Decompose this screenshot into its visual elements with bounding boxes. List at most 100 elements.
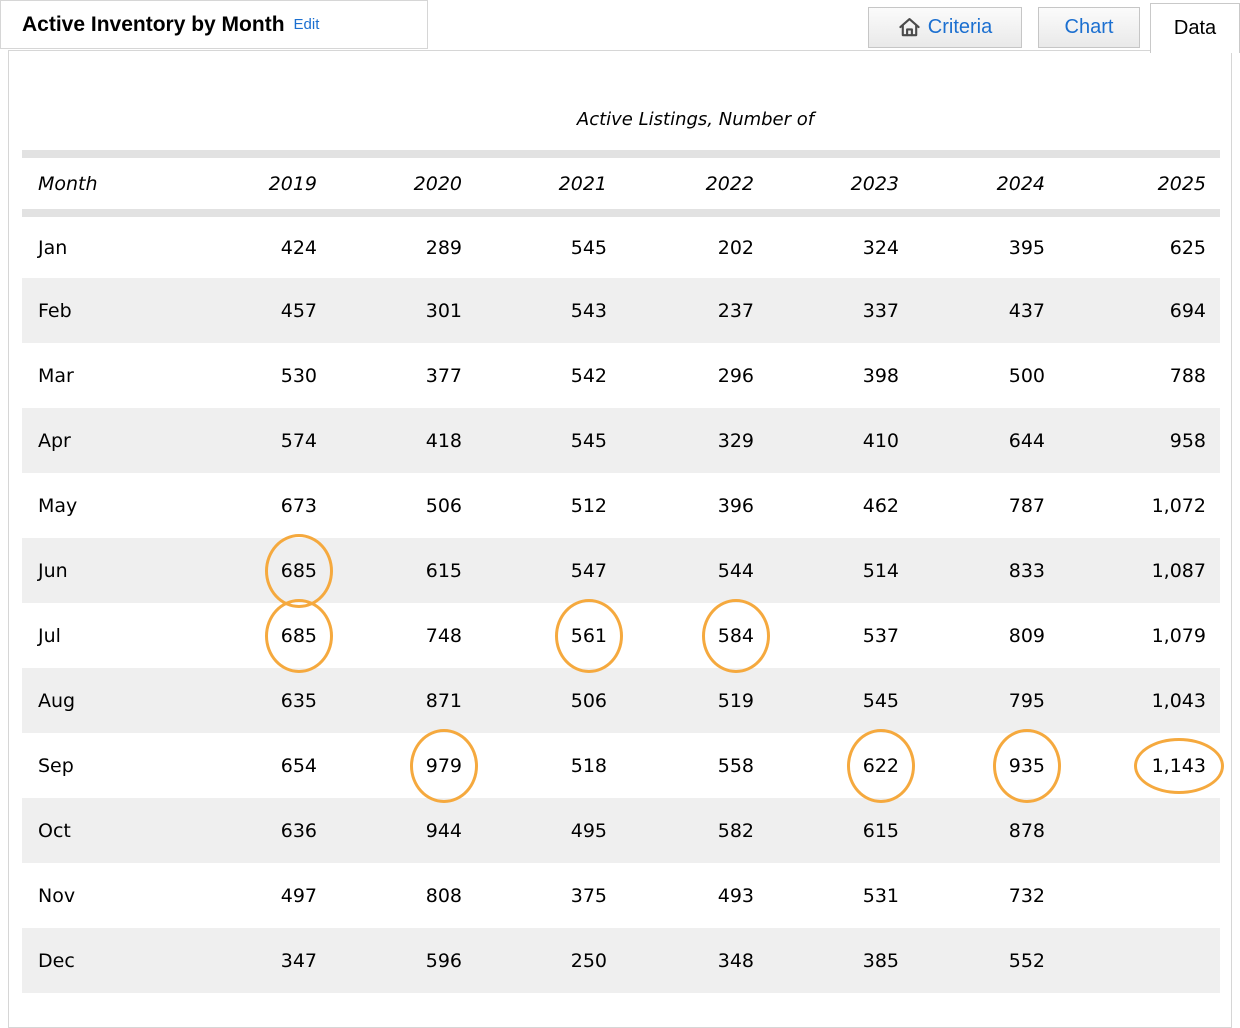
column-header-year: 2020: [413, 172, 462, 195]
value-cell: 615: [318, 538, 463, 603]
table-header-row: Month 2019 2020 2021 2022 2023 2024 2025: [22, 154, 1220, 213]
table-row: Sep 654 979 518 558 622 935 1,143: [22, 728, 1224, 803]
cell-value: 506: [570, 689, 607, 712]
tab-criteria-label: Criteria: [927, 16, 993, 38]
cell-value: 542: [570, 364, 607, 387]
value-cell: 500: [900, 343, 1046, 408]
value-cell: 506: [463, 668, 608, 733]
cell-value: 202: [717, 236, 754, 259]
data-panel: Active Listings, Number of Month 2019 2020…: [8, 50, 1232, 1028]
column-header-year: 2019: [268, 172, 317, 195]
cell-value: 296: [717, 364, 754, 387]
page-title: Active Inventory by Month: [22, 12, 285, 36]
table-row: Mar 530 377 542 296 398 500 788: [22, 343, 1220, 408]
month-label: Jun: [38, 559, 68, 582]
cell-value: 493: [717, 884, 754, 907]
cell-value: 519: [717, 689, 754, 712]
month-label: May: [38, 494, 78, 517]
value-cell: 385: [755, 928, 900, 993]
value-cell: 584: [608, 598, 770, 673]
cell-value: 596: [425, 949, 462, 972]
value-cell: 543: [463, 278, 608, 343]
tab-criteria[interactable]: Criteria: [868, 7, 1022, 48]
cell-value: 615: [862, 819, 899, 842]
cell-value: 547: [570, 559, 607, 582]
value-cell: 544: [608, 538, 755, 603]
column-header-year: 2025: [1157, 172, 1206, 195]
value-cell: 545: [463, 213, 608, 278]
cell-value: 561: [554, 598, 623, 673]
cell-value: 348: [717, 949, 754, 972]
month-label: Nov: [38, 884, 76, 907]
value-cell: 512: [463, 473, 608, 538]
value-cell: 1,072: [1046, 473, 1220, 538]
value-cell: [1046, 798, 1220, 863]
value-cell: 347: [173, 928, 318, 993]
cell-value: 809: [1008, 624, 1045, 647]
cell-value: 410: [862, 429, 899, 452]
value-cell: 542: [463, 343, 608, 408]
value-cell: 654: [173, 733, 318, 798]
cell-value: 347: [280, 949, 317, 972]
cell-value: 636: [280, 819, 317, 842]
table-row: Dec 347 596 250 348 385 552: [22, 928, 1220, 993]
value-cell: 462: [755, 473, 900, 538]
value-cell: 545: [755, 668, 900, 733]
cell-value: 574: [280, 429, 317, 452]
value-cell: 685: [173, 598, 333, 673]
tab-chart[interactable]: Chart: [1038, 7, 1140, 48]
topbar: Active Inventory by Month Edit Criteria …: [0, 0, 1240, 53]
cell-value: 871: [425, 689, 462, 712]
cell-value: 377: [425, 364, 462, 387]
month-label: Oct: [38, 819, 71, 842]
cell-value: 518: [570, 754, 607, 777]
cell-value: 385: [862, 949, 899, 972]
cell-value: 685: [264, 598, 333, 673]
cell-value: 833: [1008, 559, 1045, 582]
cell-value: 418: [425, 429, 462, 452]
month-label: Sep: [38, 754, 74, 777]
table-row: Jun 685 615 547 544 514 833 1,087: [22, 533, 1220, 608]
month-label: Aug: [38, 689, 76, 712]
value-cell: 635: [173, 668, 318, 733]
value-cell: 788: [1046, 343, 1220, 408]
value-cell: 871: [318, 668, 463, 733]
tab-data[interactable]: Data: [1150, 3, 1240, 53]
cell-value: 301: [425, 299, 462, 322]
cell-value: 795: [1008, 689, 1045, 712]
cell-value: 1,087: [1151, 559, 1206, 582]
value-cell: 348: [608, 928, 755, 993]
value-cell: 787: [900, 473, 1046, 538]
value-cell: 958: [1046, 408, 1220, 473]
value-cell: 944: [318, 798, 463, 863]
value-cell: 1,087: [1046, 538, 1220, 603]
column-header-year: 2023: [850, 172, 899, 195]
cell-value: 552: [1008, 949, 1045, 972]
cell-value: 958: [1169, 429, 1206, 452]
table-row: Feb 457 301 543 237 337 437 694: [22, 278, 1220, 343]
value-cell: 437: [900, 278, 1046, 343]
value-cell: 1,079: [1046, 603, 1220, 668]
value-cell: 1,043: [1046, 668, 1220, 733]
table-row: Aug 635 871 506 519 545 795 1,043: [22, 668, 1220, 733]
value-cell: 324: [755, 213, 900, 278]
cell-value: 584: [701, 598, 770, 673]
cell-value: 558: [717, 754, 754, 777]
value-cell: 558: [608, 733, 755, 798]
cell-value: 537: [862, 624, 899, 647]
value-cell: 424: [173, 213, 318, 278]
cell-value: 1,072: [1151, 494, 1206, 517]
value-cell: 808: [318, 863, 463, 928]
cell-value: 544: [717, 559, 754, 582]
cell-value: 732: [1008, 884, 1045, 907]
value-cell: 748: [318, 603, 463, 668]
cell-value: 622: [846, 728, 915, 803]
value-cell: 296: [608, 343, 755, 408]
cell-value: 531: [862, 884, 899, 907]
value-cell: 506: [318, 473, 463, 538]
cell-value: 324: [862, 236, 899, 259]
value-cell: 398: [755, 343, 900, 408]
cell-value: 979: [409, 728, 478, 803]
edit-link[interactable]: Edit: [293, 16, 320, 33]
value-cell: 561: [463, 598, 623, 673]
